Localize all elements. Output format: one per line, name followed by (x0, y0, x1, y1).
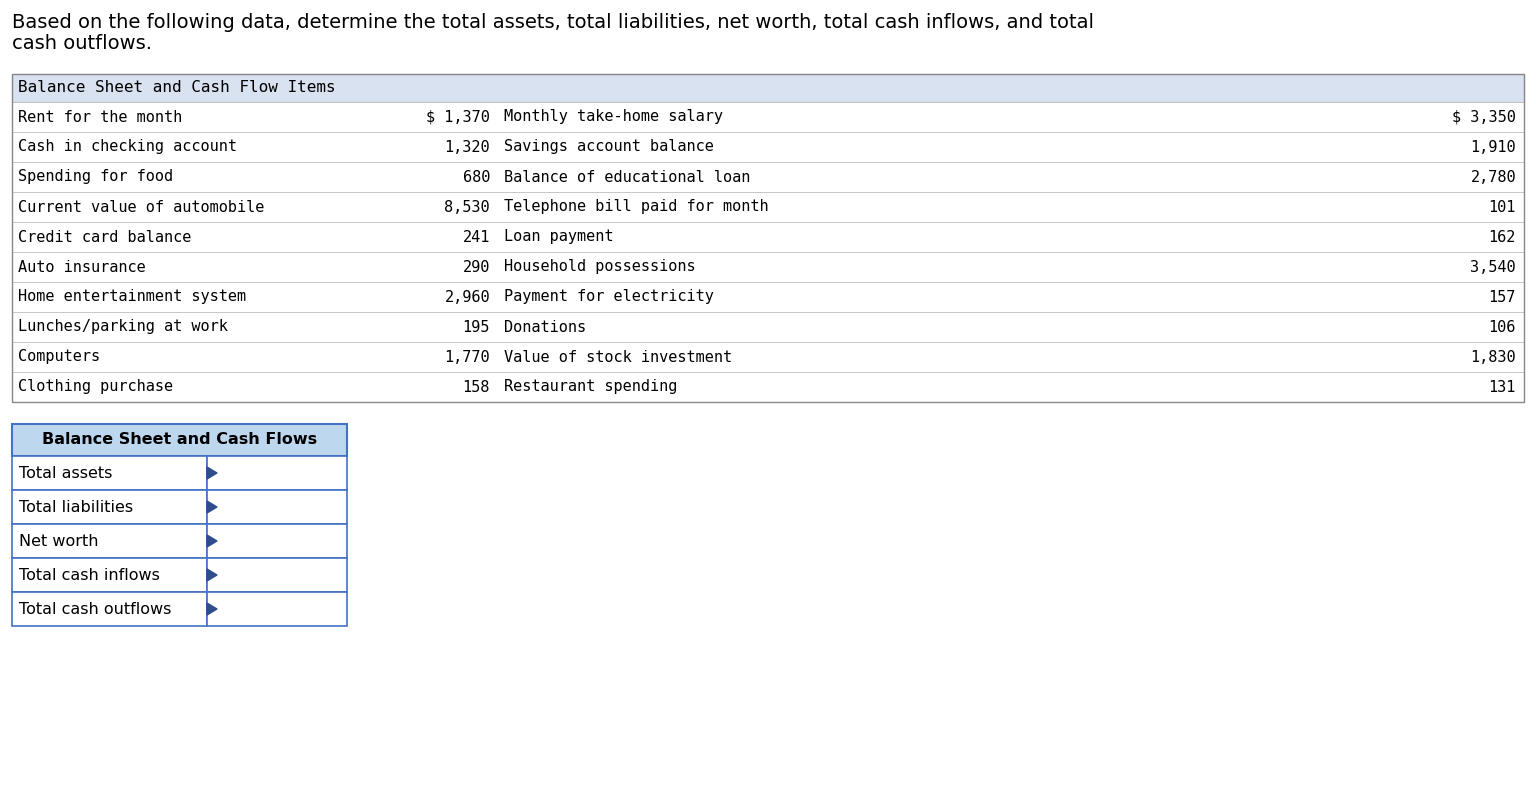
Text: Computers: Computers (18, 349, 100, 364)
Bar (12, 162, 1524, 192)
Text: 2,780: 2,780 (1470, 169, 1516, 185)
Bar (12, 132, 1524, 162)
Bar (12, 490, 207, 524)
Text: 158: 158 (462, 379, 490, 394)
Bar (12, 222, 1524, 252)
Text: Auto insurance: Auto insurance (18, 260, 146, 275)
Bar (207, 558, 347, 592)
Bar (12, 524, 207, 558)
Text: Balance Sheet and Cash Flows: Balance Sheet and Cash Flows (41, 432, 316, 447)
Text: 1,770: 1,770 (444, 349, 490, 364)
Text: Cash in checking account: Cash in checking account (18, 139, 237, 154)
Text: 131: 131 (1488, 379, 1516, 394)
Text: 162: 162 (1488, 230, 1516, 245)
Text: Loan payment: Loan payment (504, 230, 613, 245)
Text: 2,960: 2,960 (444, 290, 490, 304)
Text: Based on the following data, determine the total assets, total liabilities, net : Based on the following data, determine t… (12, 13, 1094, 32)
Text: Total liabilities: Total liabilities (18, 500, 134, 515)
Bar (12, 74, 1524, 402)
Text: cash outflows.: cash outflows. (12, 34, 152, 53)
Polygon shape (207, 603, 217, 615)
Polygon shape (207, 569, 217, 581)
Text: 290: 290 (462, 260, 490, 275)
Bar (12, 192, 1524, 222)
Text: Payment for electricity: Payment for electricity (504, 290, 714, 304)
Text: Savings account balance: Savings account balance (504, 139, 714, 154)
Polygon shape (207, 535, 217, 547)
Text: 157: 157 (1488, 290, 1516, 304)
Text: Spending for food: Spending for food (18, 169, 174, 185)
Text: 3,540: 3,540 (1470, 260, 1516, 275)
Text: Credit card balance: Credit card balance (18, 230, 192, 245)
Text: 1,320: 1,320 (444, 139, 490, 154)
Bar (207, 490, 347, 524)
Text: Household possessions: Household possessions (504, 260, 696, 275)
Text: 8,530: 8,530 (444, 200, 490, 215)
Text: Telephone bill paid for month: Telephone bill paid for month (504, 200, 768, 215)
Bar (207, 524, 347, 558)
Bar (12, 342, 1524, 372)
Text: 101: 101 (1488, 200, 1516, 215)
Text: Monthly take-home salary: Monthly take-home salary (504, 109, 723, 124)
Text: Rent for the month: Rent for the month (18, 109, 183, 124)
Text: Total cash outflows: Total cash outflows (18, 601, 172, 616)
Text: 195: 195 (462, 319, 490, 334)
Text: 106: 106 (1488, 319, 1516, 334)
Text: Balance Sheet and Cash Flow Items: Balance Sheet and Cash Flow Items (18, 81, 336, 96)
Polygon shape (207, 467, 217, 479)
Text: $ 1,370: $ 1,370 (425, 109, 490, 124)
Text: Net worth: Net worth (18, 534, 98, 549)
Bar (207, 592, 347, 626)
Polygon shape (207, 501, 217, 513)
Bar (207, 456, 347, 490)
Text: Value of stock investment: Value of stock investment (504, 349, 733, 364)
Text: Total cash inflows: Total cash inflows (18, 568, 160, 582)
Bar (12, 102, 1524, 132)
Text: Current value of automobile: Current value of automobile (18, 200, 264, 215)
Bar (12, 558, 207, 592)
Text: 680: 680 (462, 169, 490, 185)
Text: Clothing purchase: Clothing purchase (18, 379, 174, 394)
Bar (12, 372, 1524, 402)
Bar (12, 282, 1524, 312)
Text: Restaurant spending: Restaurant spending (504, 379, 677, 394)
Text: Donations: Donations (504, 319, 587, 334)
Text: Total assets: Total assets (18, 466, 112, 481)
Text: 241: 241 (462, 230, 490, 245)
Text: Balance of educational loan: Balance of educational loan (504, 169, 751, 185)
Bar (12, 312, 1524, 342)
Text: $ 3,350: $ 3,350 (1452, 109, 1516, 124)
Bar (12, 592, 207, 626)
Bar (12, 74, 1524, 102)
Bar (12, 252, 1524, 282)
Text: Home entertainment system: Home entertainment system (18, 290, 246, 304)
Bar (12, 424, 347, 456)
Text: Lunches/parking at work: Lunches/parking at work (18, 319, 227, 334)
Text: 1,910: 1,910 (1470, 139, 1516, 154)
Bar (12, 456, 207, 490)
Text: 1,830: 1,830 (1470, 349, 1516, 364)
